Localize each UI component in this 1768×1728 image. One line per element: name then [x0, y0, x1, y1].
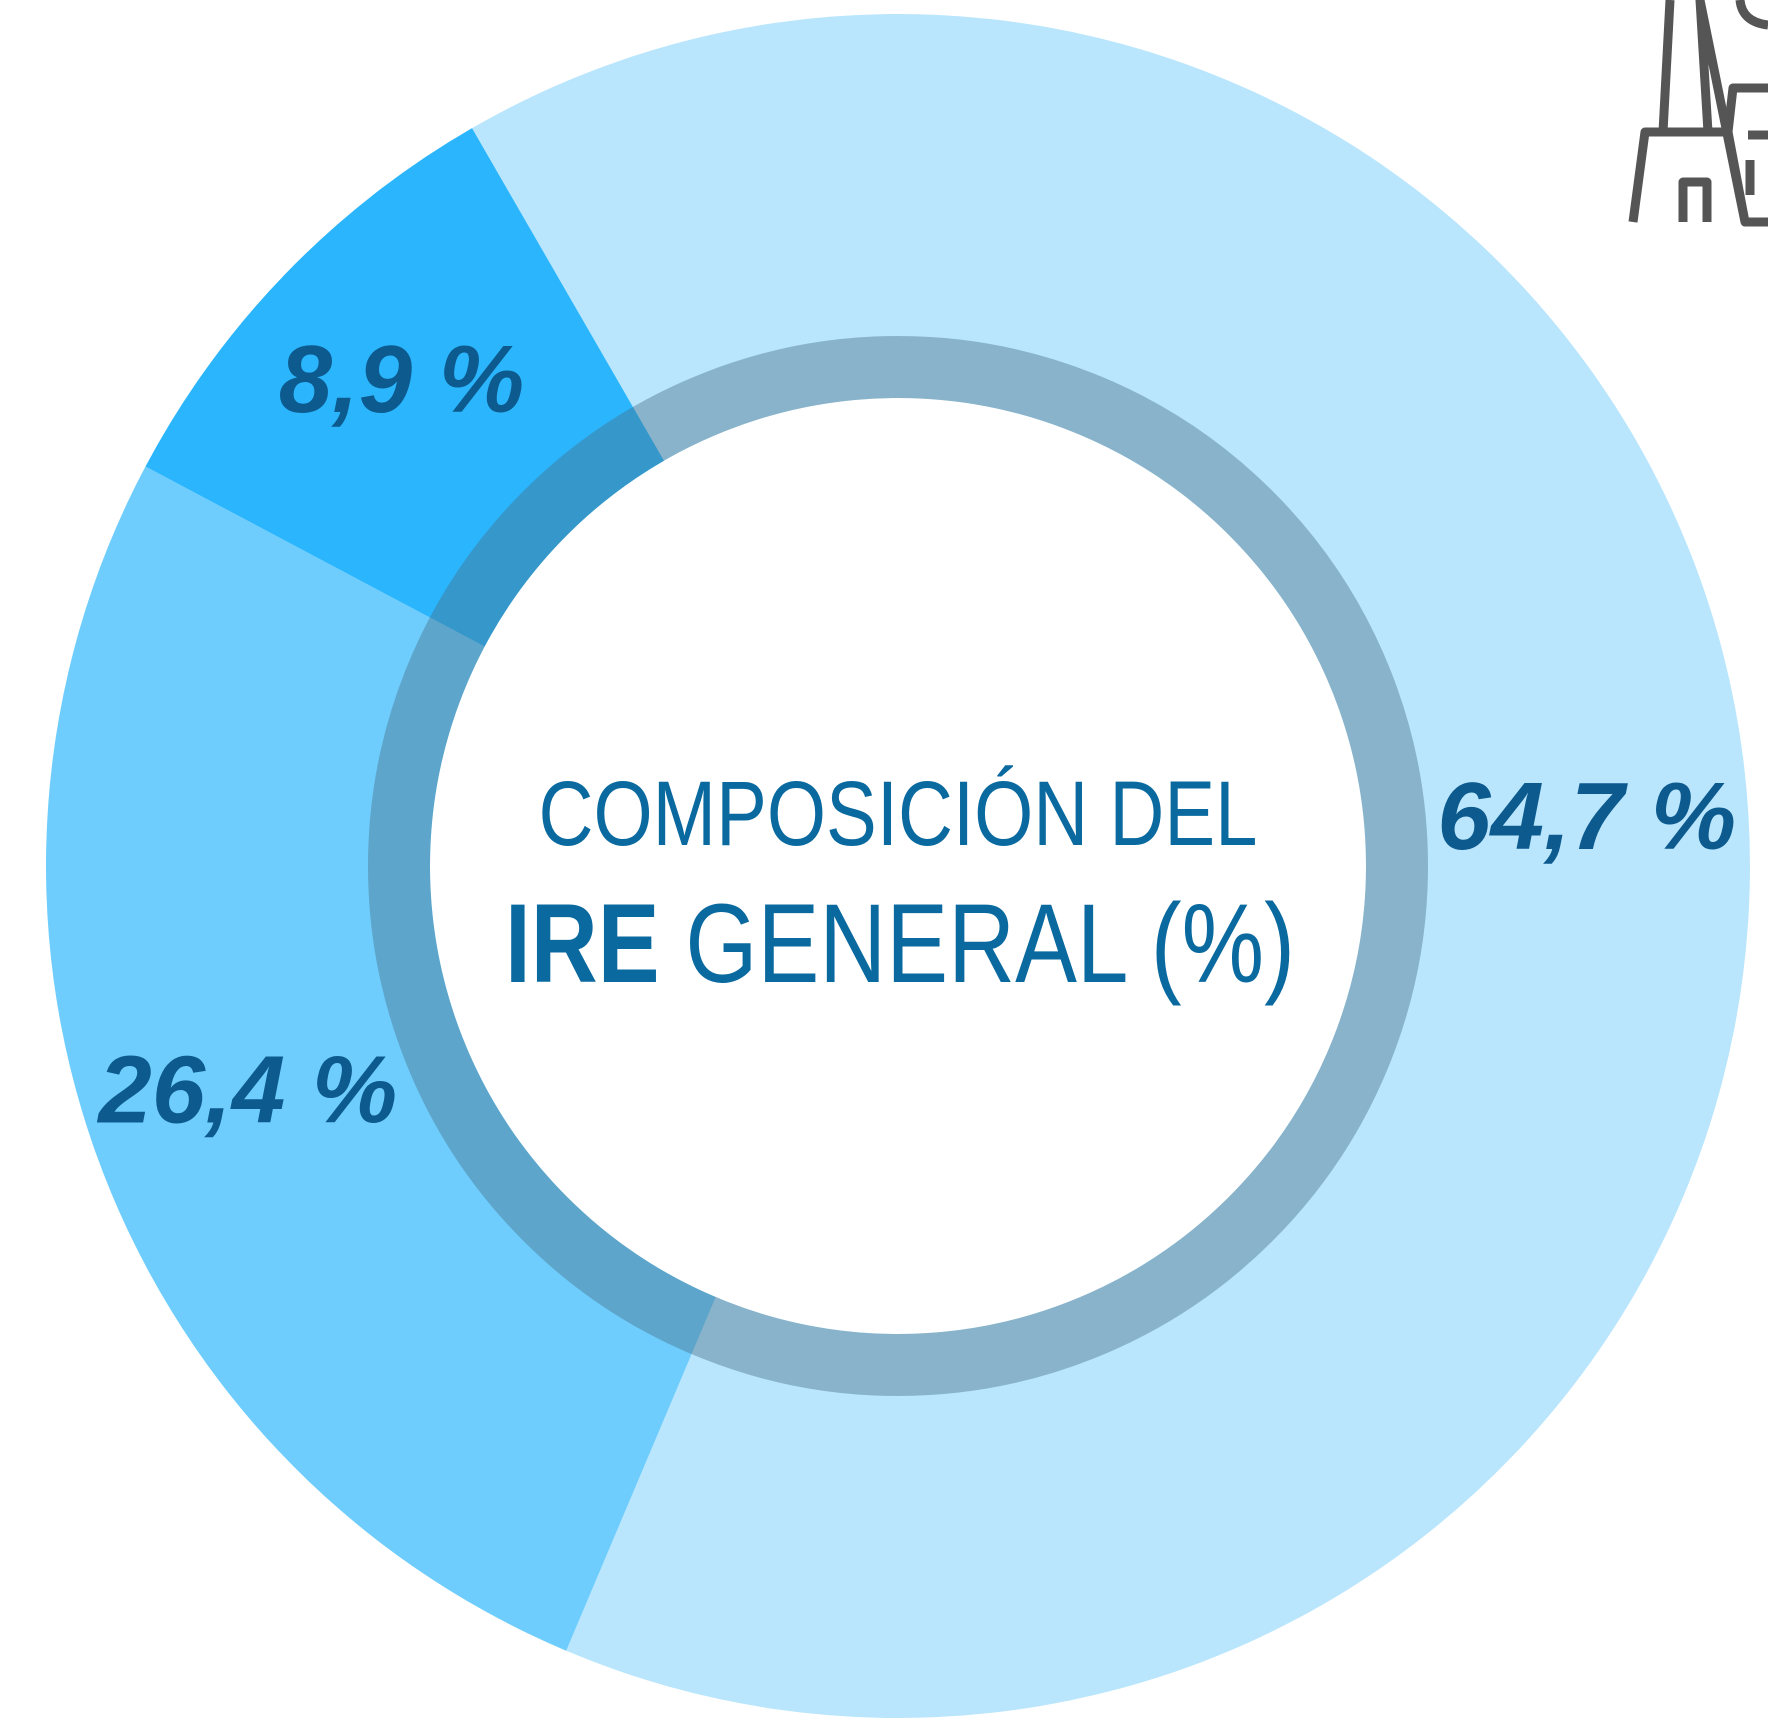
segments: [45, 13, 1750, 1718]
donut-segment: [45, 466, 716, 1651]
title-rest: GENERAL (%): [685, 881, 1295, 1006]
title-line2: IRE GENERAL (%): [505, 881, 1295, 1006]
value-label: 64,7 %: [1437, 763, 1736, 870]
donut-segment: [472, 13, 1750, 1718]
title-bold: IRE: [505, 881, 660, 1006]
inner-ring: [368, 336, 1428, 1396]
value-label: 26,4 %: [96, 1036, 397, 1143]
value-label: 8,9 %: [279, 326, 524, 433]
donut-segment: [145, 128, 664, 647]
title-line1: COMPOSICIÓN DEL: [539, 763, 1258, 865]
factory-icon: [1628, 0, 1768, 227]
